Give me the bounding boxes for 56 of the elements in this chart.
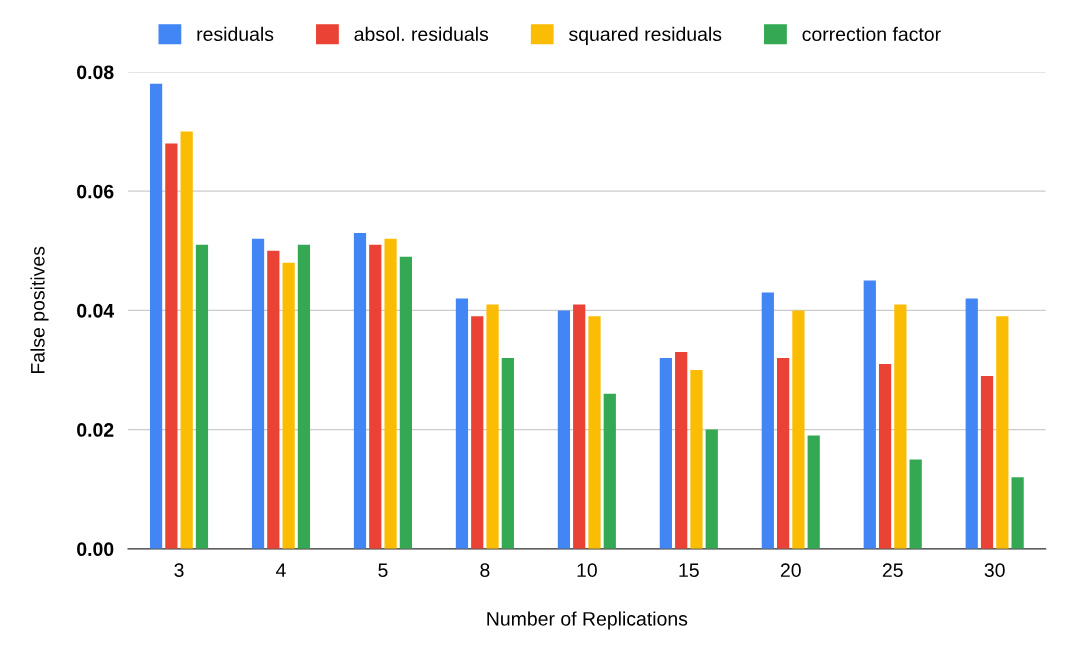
- bar: [455, 298, 469, 549]
- legend-label: absol. residuals: [354, 26, 489, 42]
- bar: [777, 358, 790, 549]
- bar: [165, 143, 178, 549]
- bar: [195, 244, 209, 549]
- x-tick-label: 30: [984, 563, 1005, 578]
- legend-label: correction factor: [802, 26, 941, 42]
- bar: [486, 304, 499, 549]
- bar: [894, 304, 907, 549]
- bar: [690, 370, 703, 549]
- x-tick-label: 20: [780, 563, 801, 578]
- bar: [501, 358, 514, 549]
- x-tick-label: 5: [378, 563, 388, 578]
- bar: [909, 459, 922, 549]
- bar: [1011, 477, 1024, 549]
- bar: [180, 131, 193, 549]
- x-axis-title: Number of Replications: [487, 611, 688, 630]
- y-tick-label: 0.06: [77, 184, 114, 199]
- bar: [369, 244, 382, 549]
- bar: [399, 256, 412, 549]
- bar: [761, 292, 774, 549]
- x-tick-label: 8: [480, 563, 490, 578]
- bar: [792, 310, 805, 549]
- legend-label: squared residuals: [569, 26, 722, 45]
- bar: [807, 435, 820, 549]
- bar: [251, 238, 265, 549]
- bar: [675, 352, 688, 549]
- y-tick-label: 0.04: [77, 303, 115, 318]
- x-tick-label: 25: [882, 563, 903, 578]
- bar: [353, 232, 367, 549]
- bar: [267, 250, 280, 549]
- bar: [282, 262, 295, 549]
- bar: [149, 83, 163, 549]
- bar: [996, 316, 1009, 549]
- y-tick-label: 0.00: [77, 542, 114, 557]
- bar: [603, 393, 616, 549]
- y-tick-label: 0.08: [77, 65, 114, 80]
- y-axis-title: False positives: [30, 246, 49, 374]
- bar: [878, 364, 892, 549]
- bar: [588, 316, 601, 549]
- bar: [573, 304, 586, 549]
- bar: [980, 375, 994, 549]
- x-tick-label: 4: [276, 563, 286, 577]
- bar: [705, 429, 718, 549]
- bar: [297, 244, 311, 549]
- x-tick-label: 15: [679, 563, 699, 578]
- bar: [384, 238, 397, 549]
- bar: [557, 310, 571, 549]
- bar: [965, 298, 978, 549]
- y-tick-label: 0.02: [77, 423, 114, 437]
- legend-label: residuals: [197, 26, 274, 42]
- x-tick-label: 10: [577, 563, 597, 578]
- bar: [659, 358, 672, 549]
- x-tick-label: 3: [174, 563, 184, 578]
- bar: [863, 280, 876, 549]
- bar: [471, 316, 484, 549]
